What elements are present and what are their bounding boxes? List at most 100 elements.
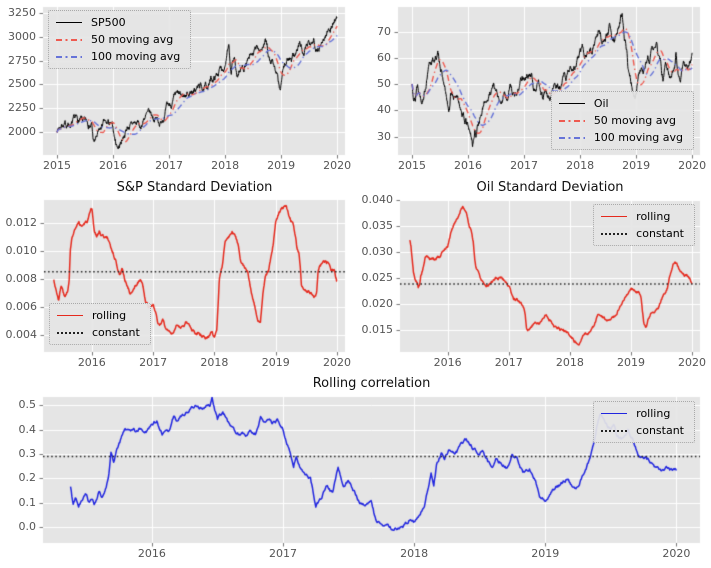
legend-line-icon <box>601 232 628 235</box>
x-tick-label: 2015 <box>43 159 71 172</box>
y-tick-label: 0.2 <box>18 471 37 485</box>
x-tick-label: 2019 <box>531 547 560 560</box>
legend-label: constant <box>92 325 140 339</box>
legend-line-icon <box>57 331 83 334</box>
y-tick-label: 0.010 <box>5 243 38 257</box>
y-tick-label: 2500 <box>8 77 36 91</box>
x-tick-label: 2017 <box>155 159 184 172</box>
legend-label: constant <box>636 226 684 240</box>
legend-item: constant <box>601 225 684 242</box>
legend-label: rolling <box>636 406 671 420</box>
legend: rolling constant <box>49 303 151 345</box>
legend: rolling constant <box>593 204 695 246</box>
y-tick-label: 0.040 <box>361 193 394 206</box>
x-tick-label: 2018 <box>211 159 240 172</box>
legend-line-icon <box>56 55 82 58</box>
x-tick-label: 2016 <box>99 159 128 172</box>
x-tick-label: 2016 <box>454 159 483 172</box>
legend-label: SP500 <box>91 15 126 29</box>
chart-title-sp-std-dev: S&P Standard Deviation <box>116 180 273 195</box>
x-tick-label: 2017 <box>494 356 523 369</box>
y-tick-label: 0.5 <box>18 398 37 412</box>
y-tick-label: 30 <box>377 129 391 143</box>
y-tick-label: 0.020 <box>361 296 394 310</box>
x-tick-label: 2018 <box>555 356 584 369</box>
x-tick-label: 2020 <box>323 159 352 172</box>
y-tick-label: 0.4 <box>18 422 37 436</box>
legend-line-icon <box>601 413 628 414</box>
legend-label: rolling <box>636 209 671 223</box>
y-tick-label: 3250 <box>8 5 36 19</box>
x-tick-label: 2017 <box>139 356 168 369</box>
legend: Oil 50 moving avg 100 moving avg <box>550 91 694 150</box>
legend-item: 50 moving avg <box>56 31 180 48</box>
y-tick-label: 0.012 <box>5 215 38 229</box>
y-tick-label: 2750 <box>8 53 36 67</box>
legend-label: rolling <box>92 308 127 322</box>
x-tick-label: 2016 <box>137 547 166 560</box>
x-tick-label: 2016 <box>433 356 462 369</box>
y-tick-label: 0.015 <box>361 322 394 336</box>
x-tick-label: 2020 <box>678 159 707 172</box>
x-tick-label: 2020 <box>678 356 707 369</box>
y-tick-label: 0.3 <box>18 446 37 460</box>
x-tick-label: 2020 <box>323 356 352 369</box>
x-tick-label: 2019 <box>267 159 296 172</box>
legend-label: 100 moving avg <box>91 49 181 63</box>
y-tick-label: 0.030 <box>361 244 394 258</box>
y-tick-label: 50 <box>377 77 391 91</box>
legend-item: SP500 <box>56 14 180 31</box>
legend-line-icon <box>558 119 585 122</box>
legend: SP500 50 moving avg 100 moving avg <box>48 10 192 69</box>
x-tick-label: 2018 <box>566 159 595 172</box>
legend: rolling constant <box>593 401 695 443</box>
legend-line-icon <box>57 315 83 316</box>
y-tick-label: 0.006 <box>5 299 38 313</box>
y-tick-label: 0.035 <box>361 218 394 232</box>
x-tick-label: 2016 <box>77 356 106 369</box>
x-tick-label: 2019 <box>261 356 290 369</box>
x-tick-label: 2018 <box>400 547 429 560</box>
legend-item: rolling <box>601 405 684 422</box>
chart-title-rolling-correlation: Rolling correlation <box>312 376 431 391</box>
chart-title-oil-std-dev: Oil Standard Deviation <box>476 180 624 195</box>
y-tick-label: 2000 <box>8 124 36 138</box>
legend-line-icon <box>56 38 82 41</box>
y-tick-label: 0.008 <box>5 271 38 285</box>
y-tick-label: 70 <box>377 24 391 38</box>
y-tick-label: 3000 <box>8 29 36 43</box>
x-tick-label: 2018 <box>200 356 229 369</box>
x-tick-label: 2017 <box>510 159 539 172</box>
legend-label: 50 moving avg <box>593 113 677 127</box>
x-tick-label: 2019 <box>622 159 651 172</box>
legend-line-icon <box>601 429 628 432</box>
y-tick-label: 60 <box>377 51 391 65</box>
legend-label: 50 moving avg <box>91 32 174 46</box>
legend-line-icon <box>601 216 628 217</box>
y-tick-label: 0.1 <box>18 495 37 509</box>
y-tick-label: 40 <box>377 103 391 117</box>
legend-line-icon <box>558 136 585 139</box>
legend-item: constant <box>601 422 684 439</box>
legend-label: 100 moving avg <box>593 130 683 144</box>
legend-line-icon <box>56 22 82 23</box>
y-tick-label: 0.0 <box>18 520 37 534</box>
legend-item: Oil <box>558 95 683 112</box>
y-tick-label: 0.004 <box>5 328 38 342</box>
legend-label: constant <box>636 423 684 437</box>
x-tick-label: 2020 <box>662 547 691 560</box>
x-tick-label: 2015 <box>398 159 426 172</box>
legend-line-icon <box>558 103 585 104</box>
legend-item: rolling <box>601 208 684 225</box>
legend-label: Oil <box>593 96 609 110</box>
legend-item: 100 moving avg <box>558 129 683 146</box>
legend-item: 50 moving avg <box>558 112 683 129</box>
y-tick-label: 2250 <box>8 101 36 115</box>
x-tick-label: 2017 <box>268 547 297 560</box>
legend-item: constant <box>57 324 140 341</box>
legend-item: 100 moving avg <box>56 48 180 65</box>
y-tick-label: 0.025 <box>361 270 394 284</box>
legend-item: rolling <box>57 307 140 324</box>
x-tick-label: 2019 <box>616 356 645 369</box>
